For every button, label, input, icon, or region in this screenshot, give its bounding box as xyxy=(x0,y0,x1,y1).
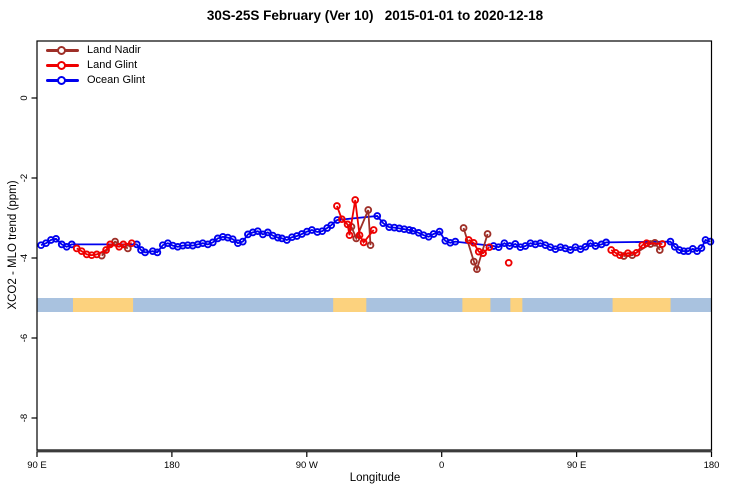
y-tick-label: -2 xyxy=(19,174,30,182)
data-point xyxy=(706,237,715,246)
x-tick-label: 180 xyxy=(164,460,180,471)
data-point xyxy=(658,240,667,248)
data-point xyxy=(511,240,520,248)
data-point xyxy=(67,240,76,249)
y-axis-ticks: 0 -2 -4 -6 -8 xyxy=(19,95,37,422)
data-point xyxy=(238,237,247,246)
legend-label: Land Glint xyxy=(87,59,138,71)
data-point xyxy=(92,250,101,259)
data-point xyxy=(624,249,632,258)
data-point xyxy=(435,227,444,236)
data-point xyxy=(102,246,110,254)
data-point xyxy=(351,196,360,204)
land-segment xyxy=(612,298,671,312)
data-point xyxy=(208,238,217,247)
data-point xyxy=(697,244,706,252)
data-point xyxy=(343,220,352,229)
data-point xyxy=(253,227,262,236)
chart-title: 30S-25S February (Ver 10) 2015-01-01 to … xyxy=(206,8,544,23)
data-point xyxy=(119,240,128,249)
data-point xyxy=(679,247,688,256)
land-segment xyxy=(333,298,367,312)
data-point xyxy=(494,243,503,252)
data-point xyxy=(642,239,651,248)
data-point xyxy=(153,248,162,257)
legend-label: Land Nadir xyxy=(87,44,141,56)
data-point xyxy=(338,215,346,224)
data-point xyxy=(632,248,641,257)
y-tick-label: 0 xyxy=(19,95,30,100)
data-point xyxy=(504,258,513,267)
legend-marker-icon xyxy=(46,44,79,57)
data-point xyxy=(602,238,610,247)
data-point xyxy=(469,238,478,247)
legend-item-land-nadir: Land Nadir xyxy=(46,44,145,57)
data-point xyxy=(379,219,388,228)
x-tick-label: 180 xyxy=(704,460,720,471)
data-point xyxy=(473,265,481,274)
series-ocean-glint xyxy=(37,212,715,257)
data-point xyxy=(666,237,675,246)
data-point xyxy=(333,216,342,224)
data-point xyxy=(451,237,460,246)
x-tick-label: 90 E xyxy=(567,460,587,471)
data-point xyxy=(655,246,664,254)
x-axis-ticks: 90 E 180 90 W 0 90 E 180 xyxy=(27,452,719,471)
data-point xyxy=(675,246,684,254)
y-tick-label: -6 xyxy=(19,334,30,342)
legend-marker-icon xyxy=(46,59,79,72)
data-point xyxy=(429,230,438,238)
data-point xyxy=(274,233,282,242)
legend: Land Nadir Land Glint Ocean Glint xyxy=(46,44,145,87)
data-point xyxy=(52,234,60,243)
land-segment xyxy=(462,298,491,312)
data-point xyxy=(127,239,136,248)
data-point xyxy=(366,241,375,250)
data-point xyxy=(345,231,354,240)
data-point xyxy=(77,247,86,256)
data-point xyxy=(470,257,478,266)
legend-marker-icon xyxy=(46,74,79,87)
data-point xyxy=(123,244,132,253)
legend-item-land-glint: Land Glint xyxy=(46,59,145,72)
data-point xyxy=(483,230,492,238)
data-point xyxy=(581,242,590,251)
data-point xyxy=(405,226,414,234)
land-ocean-band xyxy=(37,298,712,312)
legend-item-ocean-glint: Ocean Glint xyxy=(46,74,145,87)
data-point xyxy=(355,231,364,240)
land-segment xyxy=(72,298,134,312)
data-point xyxy=(616,251,624,260)
data-point xyxy=(364,206,373,214)
data-point xyxy=(228,235,237,244)
series-land-glint xyxy=(72,196,667,267)
y-tick-label: -4 xyxy=(19,254,30,262)
x-tick-label: 90 E xyxy=(27,460,47,471)
x-tick-label: 90 W xyxy=(296,460,318,471)
x-axis-label: Longitude xyxy=(349,472,401,484)
data-point xyxy=(459,224,468,232)
data-point xyxy=(485,243,494,252)
land-segment xyxy=(510,298,523,312)
legend-label: Ocean Glint xyxy=(87,74,146,86)
x-tick-label: 0 xyxy=(439,460,444,471)
data-point xyxy=(141,248,149,257)
y-tick-label: -8 xyxy=(19,414,30,422)
data-point xyxy=(327,221,336,230)
data-point xyxy=(359,238,368,247)
data-point xyxy=(106,240,114,249)
data-point xyxy=(373,212,382,220)
data-point xyxy=(333,202,341,210)
data-point xyxy=(479,249,487,258)
data-point xyxy=(369,226,378,234)
